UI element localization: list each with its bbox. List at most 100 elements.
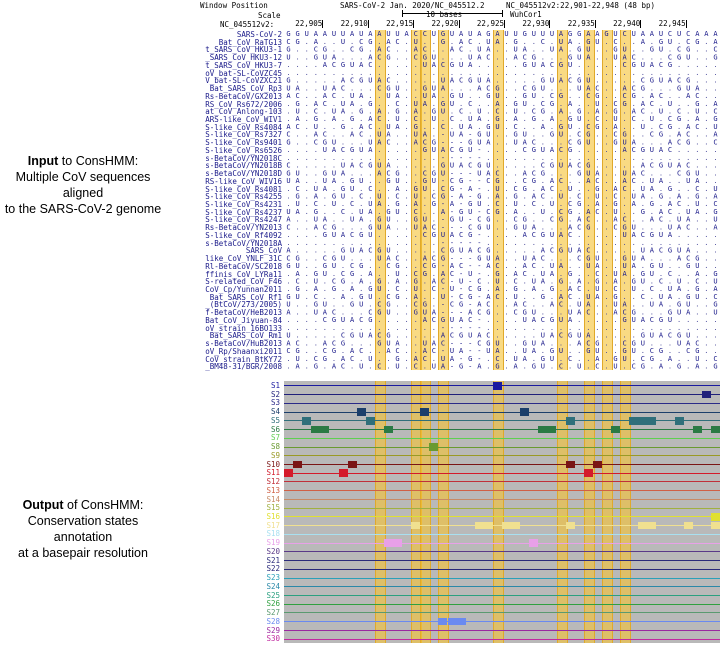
alignment-base: U <box>668 316 672 324</box>
alignment-base: . <box>395 69 399 77</box>
alignment-base: - <box>459 169 463 177</box>
state-row-line <box>284 568 720 570</box>
alignment-base: A <box>359 247 364 255</box>
alignment-base: . <box>622 293 626 301</box>
alignment-base: . <box>604 115 608 123</box>
alignment-base: U <box>432 30 436 38</box>
alignment-base: C <box>622 185 626 193</box>
alignment-base: A <box>332 53 337 61</box>
alignment-base: U <box>486 162 490 170</box>
alignment-base: A <box>513 363 518 371</box>
alignment-base: A <box>477 363 482 371</box>
alignment-base: U <box>359 177 363 185</box>
alignment-base: . <box>695 146 699 154</box>
alignment-base: . <box>404 177 408 185</box>
alignment-base: G <box>632 339 636 347</box>
sequence-name: t_SARS_CoV_HKU3-1 <box>205 45 282 55</box>
alignment-base: . <box>604 53 608 61</box>
alignment-base: . <box>586 108 590 116</box>
alignment-base: A <box>423 131 428 139</box>
alignment-base: C <box>695 339 699 347</box>
alignment-base: . <box>604 216 608 224</box>
alignment-base: C <box>314 293 318 301</box>
alignment-base: . <box>613 332 617 340</box>
alignment-base: U <box>341 38 345 46</box>
alignment-base: . <box>641 239 645 247</box>
alignment-base: G <box>350 115 354 123</box>
alignment-base: G <box>659 316 663 324</box>
alignment-base: A <box>568 38 573 46</box>
alignment-base: . <box>668 262 672 270</box>
alignment-base: C <box>332 278 336 286</box>
alignment-base: A <box>641 254 646 262</box>
alignment-base: C <box>550 216 554 224</box>
alignment-base: . <box>404 339 408 347</box>
alignment-base: . <box>368 239 372 247</box>
alignment-base: G <box>477 162 481 170</box>
alignment-base: A <box>414 138 419 146</box>
alignment-base: U <box>359 363 363 371</box>
alignment-base: C <box>686 162 690 170</box>
alignment-base: U <box>495 278 499 286</box>
alignment-base: C <box>432 223 436 231</box>
alignment-base: G <box>386 84 390 92</box>
alignment-base: G <box>441 254 445 262</box>
alignment-base: . <box>686 363 690 371</box>
alignment-base: U <box>559 316 563 324</box>
alignment-base: . <box>350 169 354 177</box>
alignment-base: . <box>504 69 508 77</box>
alignment-base: G <box>495 177 499 185</box>
alignment-base: U <box>459 278 463 286</box>
alignment-base: . <box>341 92 345 100</box>
alignment-base: . <box>695 223 699 231</box>
alignment-base: . <box>295 146 299 154</box>
alignment-base: . <box>323 38 327 46</box>
state-row-line <box>284 411 720 413</box>
state-segment <box>302 416 312 425</box>
alignment-base: - <box>459 154 463 162</box>
alignment-base: . <box>559 223 563 231</box>
alignment-base: A <box>713 285 718 293</box>
alignment-base: C <box>513 123 517 131</box>
alignment-base: U <box>368 138 372 146</box>
alignment-base: . <box>641 138 645 146</box>
alignment-base: A <box>486 77 491 85</box>
alignment-base: C <box>450 146 454 154</box>
alignment-base: . <box>305 53 309 61</box>
alignment-base: - <box>450 339 454 347</box>
alignment-base: . <box>704 363 708 371</box>
state-label: S2 <box>270 389 280 399</box>
alignment-base: . <box>468 108 472 116</box>
alignment-base: . <box>414 316 418 324</box>
conservation-state-track <box>284 381 720 643</box>
alignment-base: U <box>577 84 581 92</box>
alignment-base: . <box>513 154 517 162</box>
alignment-base: A <box>686 92 691 100</box>
alignment-base: A <box>323 185 328 193</box>
alignment-base: G <box>541 108 545 116</box>
alignment-base: . <box>568 324 572 332</box>
alignment-base: . <box>559 254 563 262</box>
alignment-base: G <box>677 115 681 123</box>
alignment-base: . <box>595 131 599 139</box>
alignment-base: . <box>559 84 563 92</box>
alignment-base: . <box>486 61 490 69</box>
alignment-base: G <box>441 38 445 46</box>
alignment-base: . <box>568 301 572 309</box>
alignment-base: . <box>586 278 590 286</box>
alignment-base: U <box>459 247 463 255</box>
alignment-base: . <box>323 200 327 208</box>
alignment-base: G <box>468 355 472 363</box>
alignment-base: . <box>559 200 563 208</box>
alignment-base: . <box>404 254 408 262</box>
alignment-base: U <box>632 193 636 201</box>
alignment-base: . <box>650 324 654 332</box>
alignment-base: U <box>495 185 499 193</box>
alignment-base: A <box>414 293 419 301</box>
alignment-base: A <box>286 123 291 131</box>
alignment-base: C <box>550 92 554 100</box>
alignment-base: . <box>377 270 381 278</box>
alignment-base: . <box>604 270 608 278</box>
alignment-base: . <box>423 239 427 247</box>
alignment-base: U <box>541 84 545 92</box>
